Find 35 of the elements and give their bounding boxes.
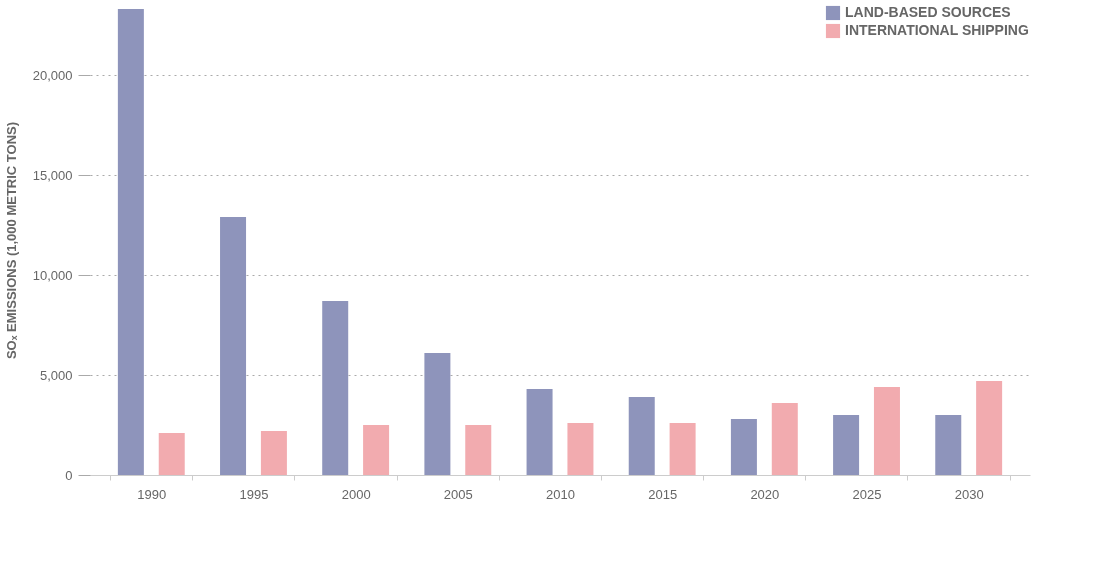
x-tick-label: 2025 (852, 486, 882, 502)
bar (730, 419, 757, 475)
bar (628, 397, 655, 475)
y-tick-label: 10,000 (32, 267, 73, 283)
x-tick-label: 2015 (648, 486, 678, 502)
y-tick-label: 0 (65, 467, 73, 483)
x-tick-label: 2005 (443, 486, 473, 502)
bar (771, 403, 798, 475)
bar (669, 423, 696, 475)
bar (220, 217, 247, 475)
x-tick-label: 1995 (239, 486, 269, 502)
x-tick-label: 2010 (546, 486, 575, 502)
bar (322, 301, 349, 475)
legend-label: LAND-BASED SOURCES (845, 4, 1011, 20)
bar (526, 389, 553, 475)
y-tick-label: 15,000 (32, 167, 73, 183)
bar (424, 353, 451, 475)
bar (976, 381, 1003, 475)
bar (567, 423, 594, 475)
bar (158, 433, 185, 475)
bar (465, 425, 492, 475)
x-tick-label: 2000 (341, 486, 371, 502)
y-tick-label: 20,000 (32, 67, 73, 83)
bar (873, 387, 900, 475)
bar (363, 425, 390, 475)
y-axis-title: SOₓ EMISSIONS (1,000 METRIC TONS) (3, 121, 19, 360)
y-tick-label: 5,000 (39, 367, 73, 383)
legend-label: INTERNATIONAL SHIPPING (845, 22, 1029, 38)
x-tick-label: 2020 (750, 486, 780, 502)
x-tick-label: 1990 (137, 486, 167, 502)
bar (935, 415, 962, 475)
x-tick-label: 2030 (954, 486, 984, 502)
bar (833, 415, 860, 475)
bar (117, 9, 144, 475)
bar (260, 431, 287, 475)
